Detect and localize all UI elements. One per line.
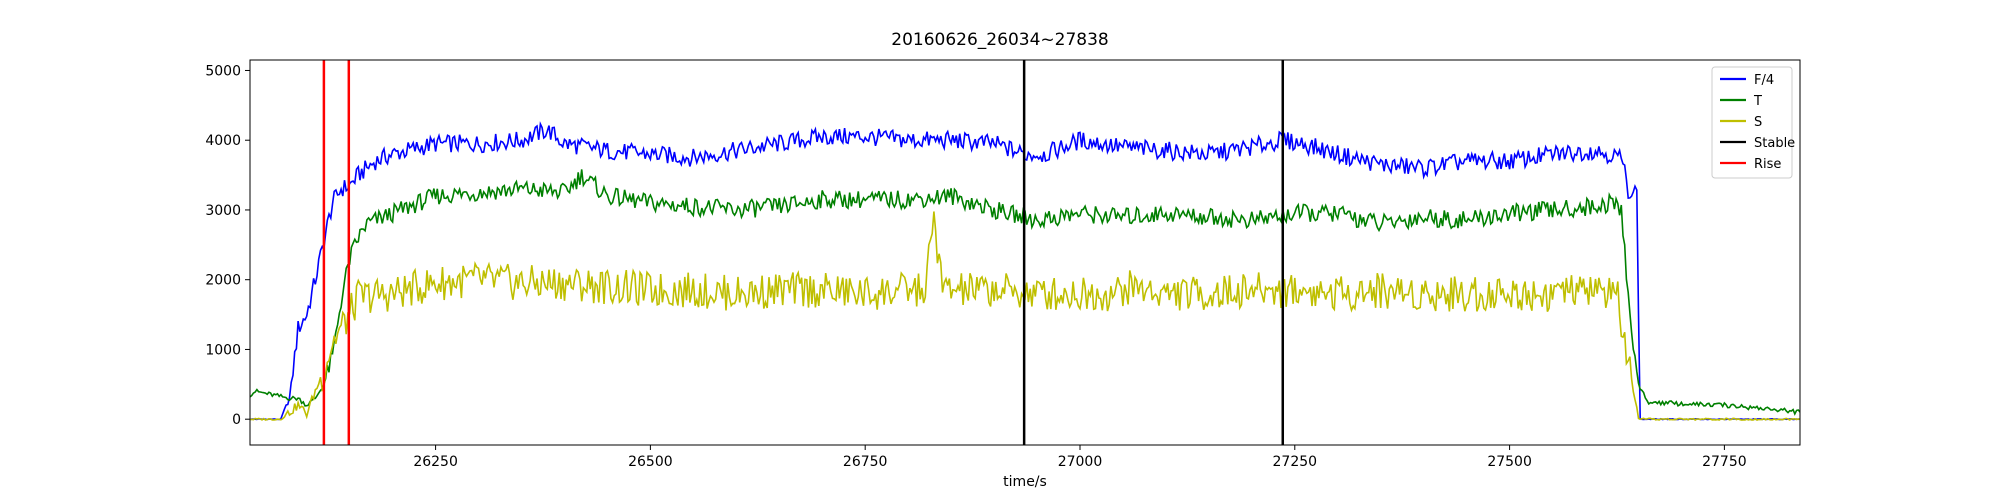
legend: F/4 TS Stable Rise [1711,66,1795,179]
x-tick-label: 26750 [843,454,888,470]
y-tick-label: 5000 [205,63,241,79]
legend-label: Stable [1754,136,1795,151]
legend-label: Rise [1754,157,1781,172]
y-tick-label: 1000 [205,342,241,358]
x-tick-label: 27500 [1487,454,1532,470]
x-tick-label: 27000 [1058,454,1103,470]
legend-label: S [1754,115,1762,130]
y-axis: 0 1000 2000 3000 4000 5000 [205,63,250,428]
y-tick-label: 0 [232,412,241,428]
x-tick-label: 27250 [1273,454,1318,470]
x-tick-label: 27750 [1702,454,1747,470]
x-tick-label: 26500 [628,454,673,470]
x-axis-title: time/s [1003,474,1047,490]
y-tick-label: 2000 [205,273,241,289]
legend-box [1711,66,1793,179]
legend-label: T [1753,94,1762,109]
y-tick-label: 3000 [205,203,241,219]
x-tick-label: 26250 [413,454,458,470]
x-axis: 26250 26500 26750 27000 27250 27500 27750 [413,445,1747,470]
legend-label: F/4 [1754,73,1774,88]
chart-title: 20160626_26034~27838 [891,30,1108,50]
y-tick-label: 4000 [205,133,241,149]
plot-area [249,59,1801,446]
